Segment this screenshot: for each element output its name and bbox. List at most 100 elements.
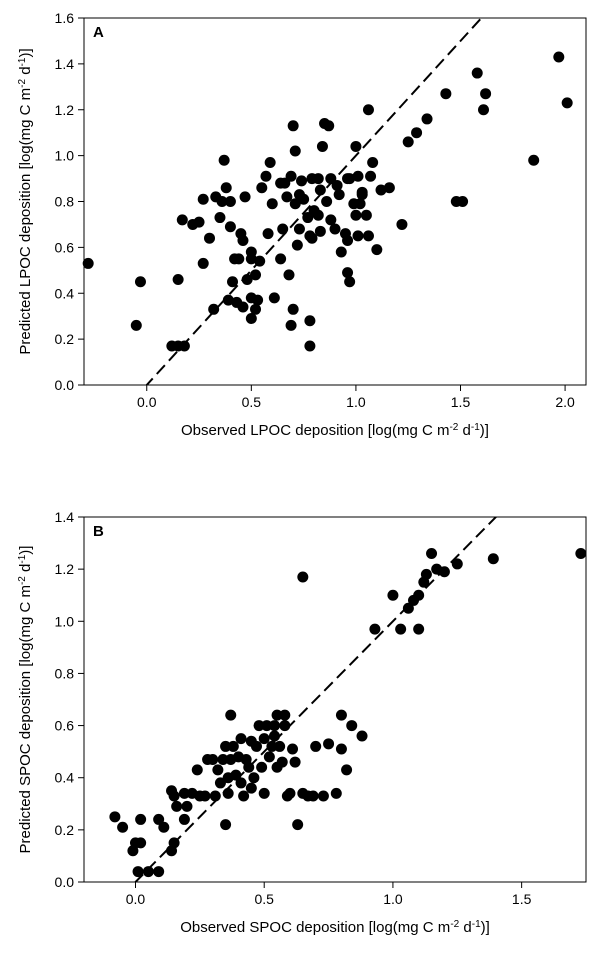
data-point (289, 198, 301, 210)
x-axis-title-part: -1 (471, 422, 480, 433)
data-point (260, 170, 272, 182)
data-point (254, 255, 266, 267)
x-tick-label: 1.5 (512, 891, 532, 907)
x-tick-label: 0.5 (242, 394, 262, 410)
data-point (109, 811, 121, 823)
data-point (276, 756, 288, 768)
data-point (263, 751, 275, 763)
data-point (411, 127, 423, 139)
data-point (279, 709, 291, 721)
y-tick-label: 0.4 (55, 285, 75, 301)
x-tick-label: 0.5 (254, 891, 274, 907)
data-point (245, 253, 257, 265)
data-point (220, 740, 232, 752)
data-point (220, 182, 232, 194)
x-tick-label: 1.0 (346, 394, 366, 410)
data-point (82, 257, 94, 269)
data-point (237, 234, 249, 246)
data-point (451, 558, 463, 570)
data-point (264, 157, 276, 169)
y-axis-title-part: d (17, 564, 34, 577)
data-point (227, 276, 239, 288)
data-point (344, 173, 356, 185)
data-point (243, 761, 255, 773)
data-point (426, 548, 438, 559)
plot-frame (83, 516, 587, 883)
data-point (287, 303, 299, 315)
data-point (323, 738, 335, 750)
x-tick-label: 1.5 (451, 394, 471, 410)
data-point (293, 223, 305, 235)
data-point (224, 221, 236, 233)
data-point (142, 866, 154, 878)
data-point (250, 269, 262, 281)
x-axis-title: Observed SPOC deposition [log(mg C m-2 d… (180, 919, 490, 937)
data-point (235, 777, 247, 789)
y-tick-label: 0.0 (55, 377, 75, 393)
y-tick-label: 0.6 (55, 239, 75, 255)
data-point (306, 173, 318, 185)
y-axis-title: Predicted SPOC deposition [log(mg C m-2 … (17, 546, 35, 854)
data-point (304, 340, 316, 352)
data-point (331, 179, 343, 191)
data-point (193, 216, 205, 228)
data-point (209, 790, 221, 802)
y-tick-label: 1.4 (55, 509, 75, 525)
data-point (438, 566, 450, 578)
y-tick-label: 0.4 (55, 770, 75, 786)
data-point (252, 294, 264, 306)
data-point (367, 157, 379, 169)
data-point (238, 790, 250, 802)
data-point (135, 837, 147, 849)
data-point (132, 866, 144, 878)
data-point (224, 196, 236, 207)
data-point (369, 623, 381, 635)
data-point (222, 787, 234, 799)
data-point (561, 97, 573, 109)
data-point (350, 140, 362, 152)
data-point (285, 319, 297, 331)
data-point (402, 136, 414, 148)
data-point (342, 234, 354, 246)
data-point (237, 301, 249, 313)
data-point (356, 730, 368, 742)
x-axis-title-part: Observed LPOC deposition [log(mg C m (181, 422, 449, 439)
y-axis-title-part: Predicted SPOC deposition [log(mg C m (17, 585, 34, 853)
y-axis-title-part: d (17, 66, 34, 79)
y-tick-label: 0.0 (55, 874, 75, 890)
data-point (178, 813, 190, 825)
data-point (352, 170, 364, 182)
data-point (335, 743, 347, 755)
data-point (168, 837, 180, 849)
data-point (134, 276, 146, 288)
y-tick-label: 0.2 (55, 331, 75, 347)
data-point (292, 819, 304, 831)
data-point (335, 709, 347, 721)
data-point (262, 228, 274, 240)
data-point (277, 223, 289, 235)
data-point (360, 209, 372, 221)
y-axis-title-part: Predicted LPOC deposition [log(mg C m (17, 88, 34, 355)
reference-line-1-to-1 (134, 517, 498, 882)
data-point (296, 175, 308, 187)
data-point (212, 764, 224, 776)
x-axis-title-part: )] (481, 919, 490, 936)
data-point (528, 154, 540, 166)
data-point (253, 720, 265, 732)
data-point (269, 730, 281, 742)
data-point (171, 800, 183, 812)
panel-label: A (93, 24, 104, 41)
data-point (375, 184, 387, 196)
data-point (387, 589, 399, 601)
data-point (158, 821, 170, 833)
x-axis-title-part: -2 (450, 919, 459, 930)
data-point (306, 232, 318, 244)
data-point (314, 184, 326, 196)
data-point (199, 790, 211, 802)
data-point (342, 267, 354, 279)
x-tick-label: 2.0 (555, 394, 575, 410)
data-point (245, 312, 257, 324)
data-point (314, 225, 326, 237)
y-axis-title-part: -2 (17, 79, 28, 88)
